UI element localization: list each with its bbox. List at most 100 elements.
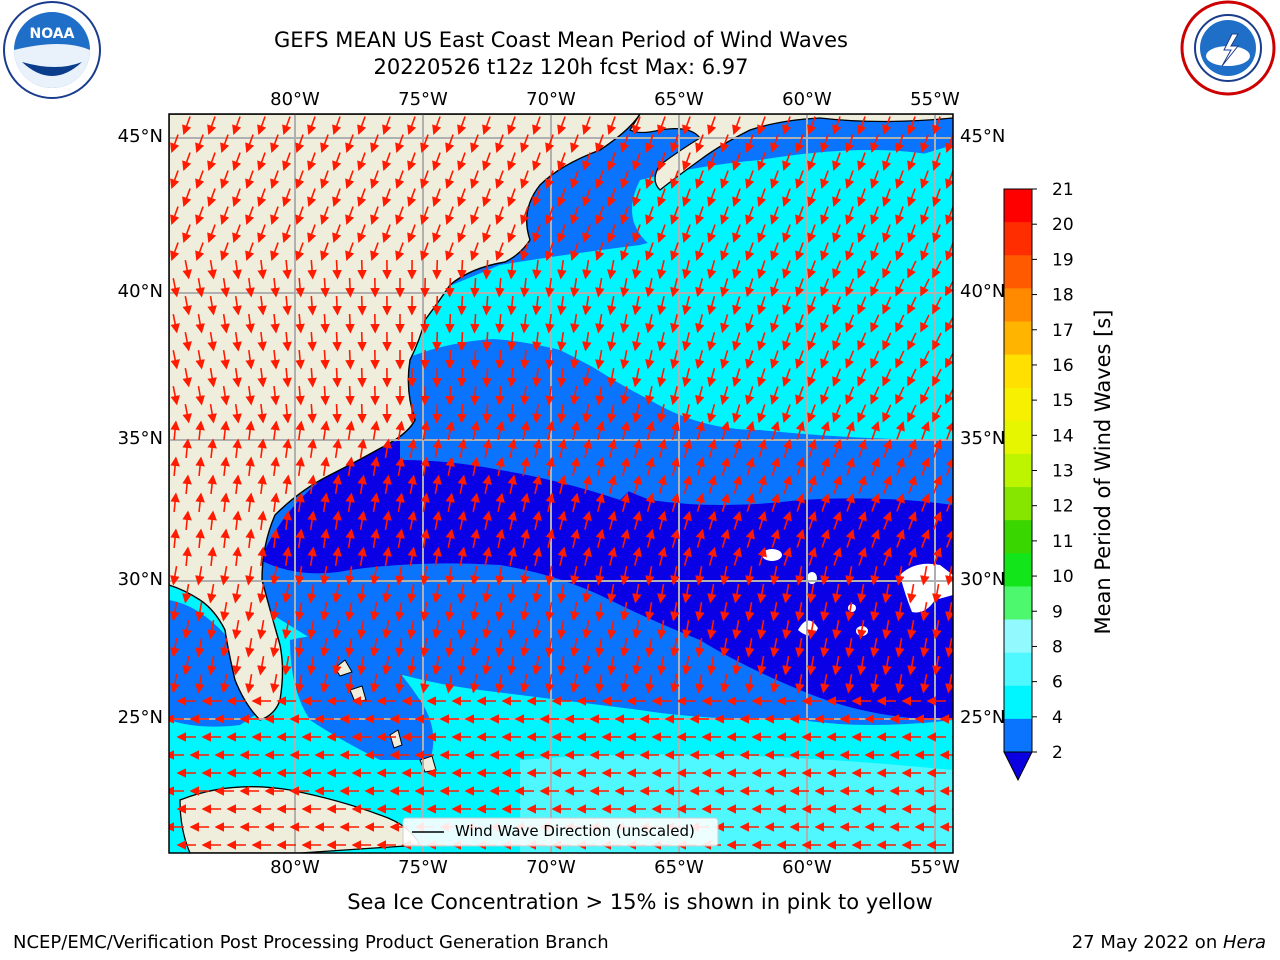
wind-arrow <box>420 420 430 440</box>
wind-arrow <box>407 546 417 566</box>
wind-arrow <box>470 637 480 658</box>
wind-arrow <box>745 637 755 658</box>
wind-arrow <box>595 349 605 370</box>
wind-arrow <box>720 134 730 153</box>
wind-arrow <box>270 492 280 513</box>
wind-arrow <box>932 475 942 494</box>
wind-arrow <box>195 170 205 189</box>
wind-arrow <box>195 601 205 622</box>
wind-arrow <box>707 619 717 640</box>
wind-arrow <box>907 655 917 676</box>
wind-arrow <box>595 673 605 694</box>
wind-arrow <box>270 206 280 225</box>
wind-arrow <box>720 637 730 658</box>
wind-arrow <box>282 367 292 388</box>
wind-arrow <box>395 601 405 622</box>
wind-arrow <box>432 510 442 530</box>
wind-arrow <box>345 134 355 153</box>
wind-arrow <box>232 474 242 495</box>
wind-arrow <box>645 637 655 658</box>
wind-arrow <box>282 152 292 171</box>
wind-arrow <box>895 350 905 369</box>
wind-arrow <box>520 134 530 153</box>
wind-arrow <box>745 673 755 694</box>
colorbar-tick-label: 18 <box>1052 286 1074 306</box>
wind-arrow <box>657 510 667 530</box>
wind-arrow <box>857 655 867 676</box>
wind-arrow <box>220 528 230 549</box>
wind-arrow <box>245 170 255 189</box>
date-text: 27 May 2022 on Hera <box>1071 932 1266 953</box>
wind-arrow <box>920 170 930 189</box>
wind-arrow <box>407 152 417 171</box>
nws-logo <box>1180 0 1276 96</box>
wind-arrow <box>582 295 592 316</box>
wind-arrow <box>945 421 953 440</box>
wind-arrow <box>958 405 966 421</box>
wind-arrow <box>345 637 355 658</box>
wind-arrow <box>770 278 780 298</box>
wind-arrow <box>195 385 205 406</box>
wind-arrow <box>782 260 792 280</box>
wind-arrow <box>959 549 966 566</box>
wind-arrow <box>420 170 430 189</box>
wind-arrow <box>745 314 755 334</box>
wind-arrow <box>170 637 180 658</box>
wind-arrow <box>557 367 567 388</box>
wind-arrow <box>557 259 567 280</box>
wind-arrow <box>745 601 755 622</box>
wind-arrow <box>307 474 317 495</box>
wind-arrow <box>307 152 317 171</box>
wind-arrow <box>570 601 580 622</box>
lon-tick-label: 65°W <box>654 89 704 110</box>
wind-arrow <box>445 528 455 548</box>
wind-arrow <box>645 420 655 440</box>
wind-arrow <box>720 278 730 298</box>
wind-arrow <box>695 637 705 658</box>
wind-arrow <box>482 295 492 316</box>
wind-arrow <box>882 116 892 135</box>
wind-arrow <box>807 332 817 351</box>
wind-arrow <box>820 637 830 658</box>
wind-arrow <box>482 152 492 171</box>
wind-arrow <box>407 619 417 640</box>
wind-arrow <box>895 529 905 548</box>
wind-arrow <box>457 438 467 458</box>
wind-arrow <box>745 565 755 586</box>
wind-arrow <box>407 438 417 458</box>
wind-arrow <box>932 296 942 315</box>
wind-arrow <box>507 583 517 604</box>
wind-arrow <box>345 277 355 298</box>
wind-arrow <box>707 116 717 135</box>
wind-arrow <box>670 386 680 406</box>
wind-arrow <box>945 134 953 153</box>
wind-arrow <box>232 152 242 171</box>
wind-arrow <box>295 565 305 586</box>
wind-arrow <box>895 170 905 189</box>
wind-arrow <box>582 655 592 676</box>
wind-arrow <box>195 456 205 477</box>
wind-arrow <box>657 583 667 604</box>
wind-arrow <box>170 206 180 225</box>
wind-arrow <box>245 637 255 658</box>
wind-arrow <box>257 295 267 316</box>
wind-arrow <box>432 655 442 676</box>
wind-arrow <box>532 331 542 352</box>
wind-arrow <box>532 152 542 171</box>
wind-arrow <box>582 224 592 243</box>
wind-arrow <box>282 546 292 567</box>
wind-arrow <box>432 116 442 135</box>
wind-arrow <box>357 655 367 676</box>
map-area <box>169 114 966 853</box>
wind-arrow <box>857 368 867 387</box>
wind-arrow <box>445 637 455 658</box>
wind-arrow <box>632 404 642 424</box>
wind-arrow <box>520 637 530 658</box>
wind-arrow <box>920 242 930 261</box>
wind-arrow <box>545 170 555 189</box>
wind-arrow <box>845 528 855 548</box>
wind-arrow <box>595 277 605 298</box>
wind-arrow <box>732 152 742 171</box>
wind-arrow <box>657 619 667 640</box>
wind-arrow <box>495 492 505 512</box>
